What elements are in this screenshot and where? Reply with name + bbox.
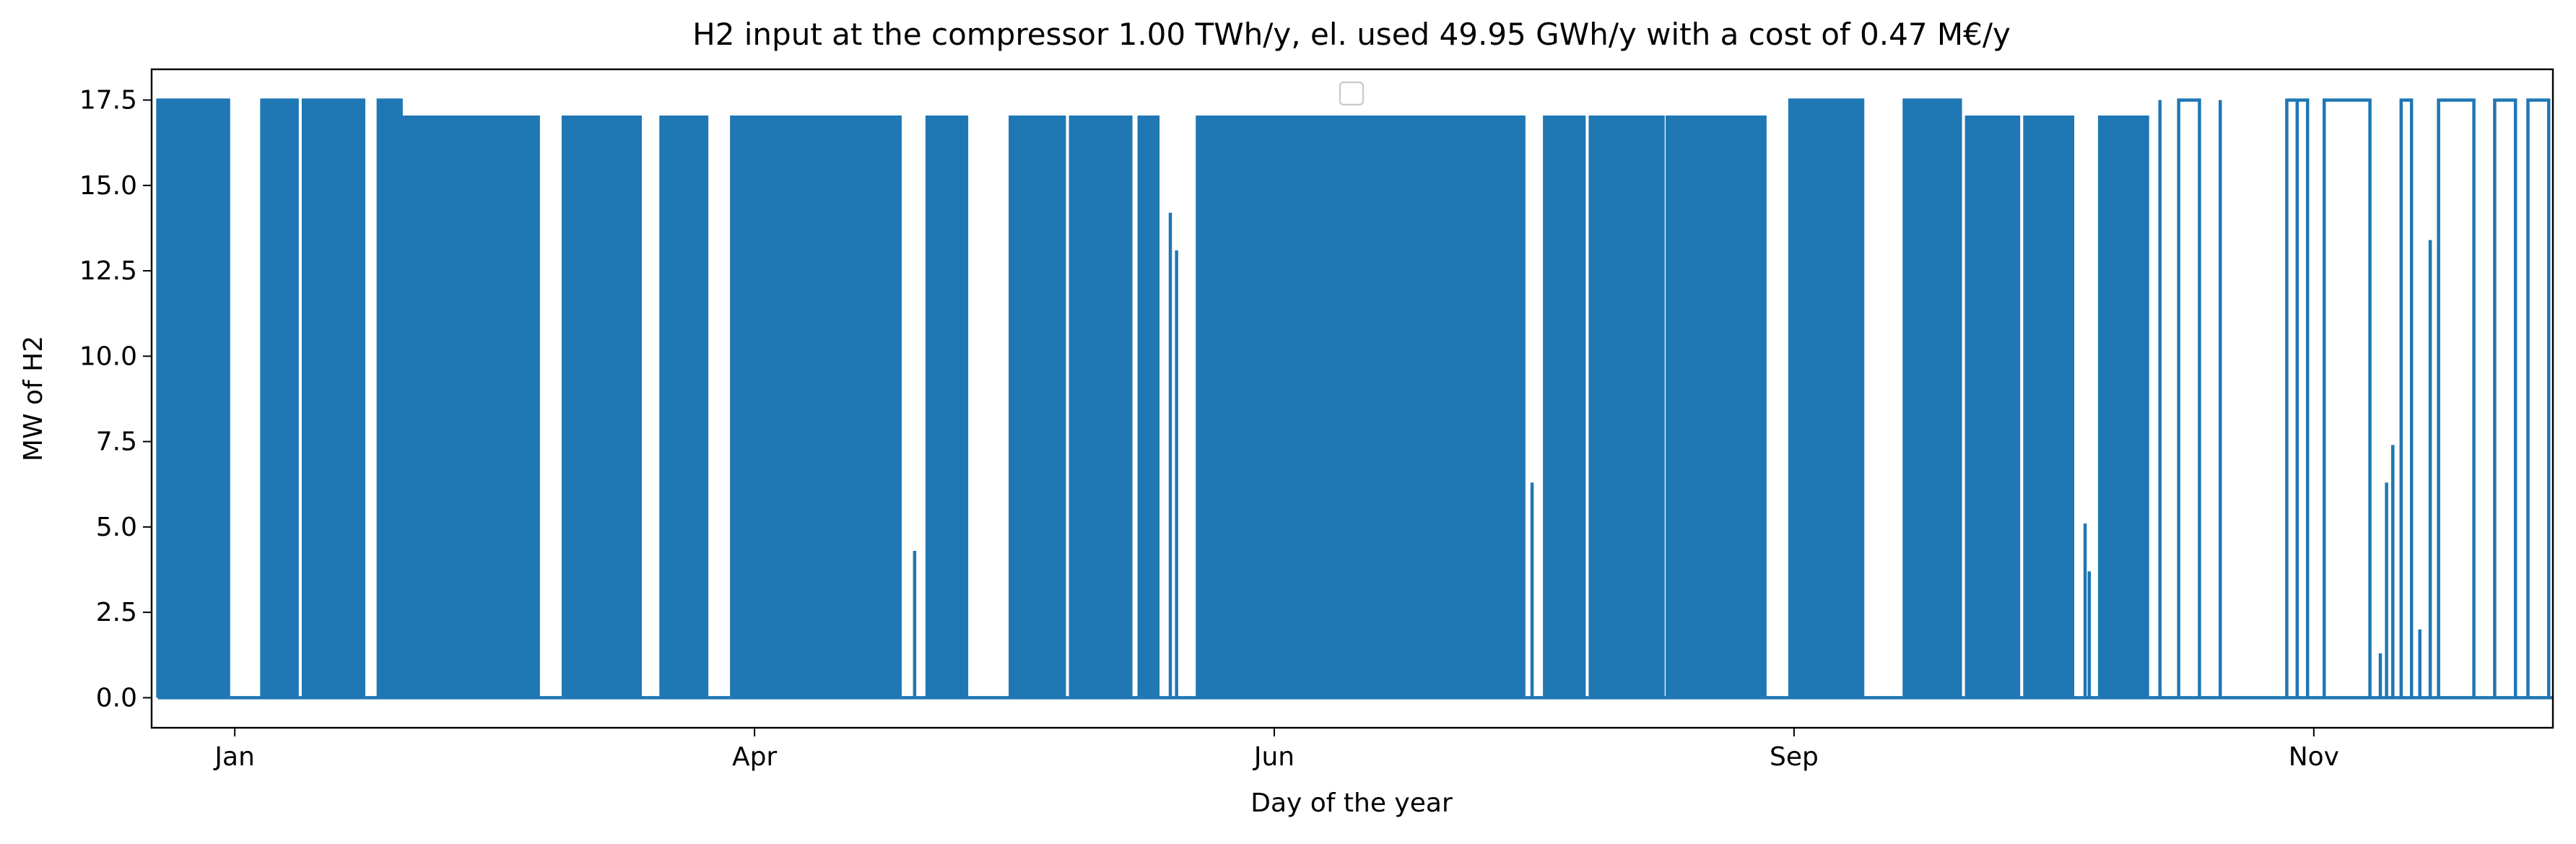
y-tick-label: 12.5 (79, 256, 137, 286)
y-tick-label: 17.5 (79, 86, 137, 116)
y-tick-label: 0.0 (96, 683, 137, 713)
x-tick-label: Sep (1770, 742, 1819, 772)
x-tick-label: Jan (213, 742, 255, 772)
x-tick-label: Nov (2289, 742, 2339, 772)
x-tick-label: Apr (732, 742, 777, 772)
y-axis-label: MW of H2 (19, 336, 48, 461)
y-tick-label: 10.0 (79, 341, 137, 371)
chart-title: H2 input at the compressor 1.00 TWh/y, e… (692, 17, 2011, 52)
y-tick-label: 7.5 (96, 427, 137, 457)
y-tick-label: 5.0 (96, 513, 137, 542)
x-axis: Jan Apr Jun Sep Nov (213, 728, 2339, 772)
y-axis: 0.0 2.5 5.0 7.5 10.0 12.5 15.0 17.5 (79, 86, 152, 713)
x-tick-label: Jun (1253, 742, 1294, 772)
legend-box (1339, 81, 1365, 106)
series-line (156, 98, 2553, 700)
x-axis-label: Day of the year (1250, 788, 1453, 818)
y-tick-label: 2.5 (96, 598, 137, 627)
y-tick-label: 15.0 (79, 171, 137, 201)
plot-area (156, 98, 2553, 700)
plot-frame (150, 68, 2554, 729)
